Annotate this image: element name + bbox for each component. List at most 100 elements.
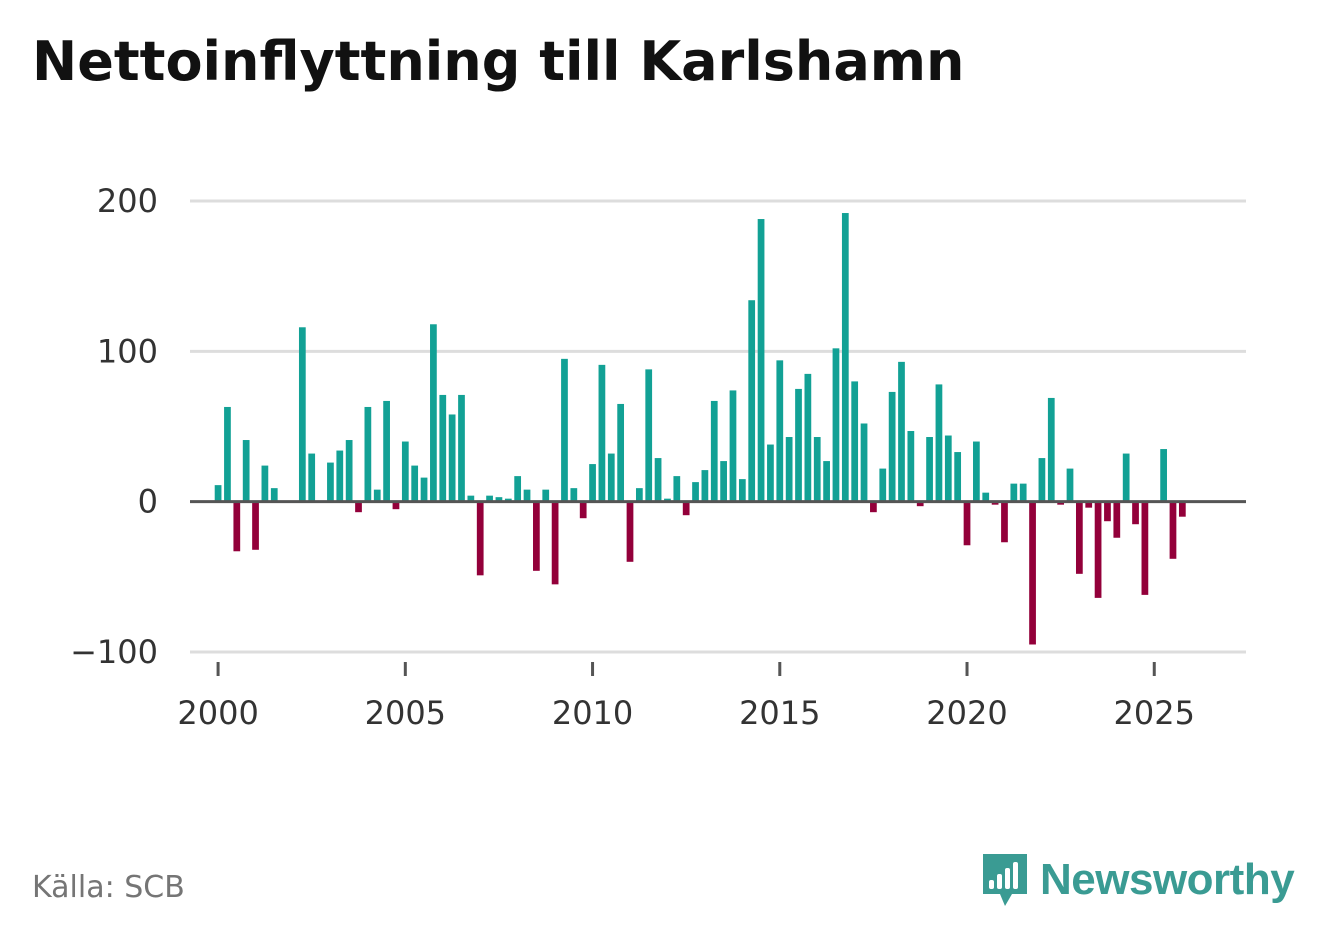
bar: [570, 488, 578, 502]
bar: [720, 461, 727, 502]
bar: [1178, 501, 1186, 517]
bar: [823, 461, 830, 502]
logo-text: Newsworthy: [1040, 855, 1295, 904]
x-tick-label: 2020: [926, 694, 1007, 732]
y-tick-label: 100: [97, 332, 158, 370]
bar: [579, 501, 587, 519]
bar: [355, 501, 362, 513]
bar: [1075, 501, 1083, 574]
bar: [439, 394, 447, 502]
bar: [907, 431, 915, 502]
bar: [1169, 501, 1177, 559]
bar: [748, 300, 756, 502]
bar: [973, 441, 980, 502]
bar: [1029, 501, 1036, 645]
bar: [710, 400, 718, 502]
bar: [1001, 501, 1008, 543]
bar: [1038, 458, 1046, 502]
bar: [841, 213, 849, 502]
bar: [533, 501, 540, 571]
bar: [767, 444, 774, 502]
bars: [214, 213, 1186, 645]
bar: [673, 476, 681, 502]
x-tick-label: 2005: [365, 694, 446, 732]
bar: [982, 492, 990, 502]
bar: [561, 358, 568, 502]
bar: [729, 390, 737, 502]
bar: [1104, 501, 1111, 522]
bar: [626, 501, 634, 562]
bar: [214, 485, 222, 502]
bar: [785, 437, 793, 502]
bar: [448, 414, 456, 502]
bar: [261, 465, 269, 502]
bar: [804, 373, 812, 502]
bar: [336, 450, 344, 502]
bar: [935, 384, 943, 502]
x-tick-label: 2025: [1114, 694, 1195, 732]
bar: [757, 219, 765, 502]
gridlines: [190, 199, 1246, 654]
bar: [486, 495, 493, 502]
bar: [682, 501, 690, 516]
bar: [701, 470, 709, 502]
chart-title: Nettoinflyttning till Karlshamn: [32, 30, 965, 93]
bar: [308, 453, 316, 502]
bar: [514, 476, 522, 502]
bar: [224, 406, 231, 502]
bar: [898, 361, 905, 502]
bar: [954, 452, 962, 502]
bar: [1010, 483, 1018, 502]
bar: [1160, 449, 1167, 502]
bar: [1141, 501, 1149, 595]
bar: [1113, 501, 1121, 538]
bar: [270, 488, 278, 502]
bar: [738, 479, 746, 502]
bar: [1057, 501, 1065, 505]
bar: [1122, 453, 1130, 502]
bar: [523, 489, 531, 502]
newsworthy-bar-chart-icon: [983, 854, 1027, 906]
bar: [888, 391, 896, 502]
x-tick-label: 2015: [739, 694, 820, 732]
bar: [635, 488, 643, 502]
bar: [467, 495, 475, 502]
bar: [991, 501, 999, 505]
bar: [645, 369, 653, 502]
bar: [458, 394, 465, 502]
bar: [1094, 501, 1102, 598]
bar: [345, 440, 353, 502]
bar: [504, 498, 512, 502]
bar: [1066, 468, 1074, 502]
axes: −100 0 100 200 2000 2005 2010 2015 2020 2025: [70, 182, 1246, 732]
bar: [298, 327, 306, 502]
bar: [617, 403, 625, 502]
bar: [476, 501, 484, 576]
newsworthy-logo: Newsworthy: [980, 850, 1295, 910]
bar: [692, 482, 699, 502]
bar: [851, 381, 859, 502]
bar: [664, 498, 671, 502]
bar: [1085, 501, 1093, 508]
bar: [832, 348, 840, 502]
bar: [813, 437, 821, 502]
bar: [598, 364, 606, 502]
bar: [392, 501, 400, 510]
bar: [373, 489, 381, 502]
bar: [589, 464, 596, 502]
bar: [1047, 397, 1055, 502]
bar: [963, 501, 971, 546]
bar: [495, 497, 503, 502]
bar: [870, 501, 877, 513]
y-tick-label: 200: [97, 182, 158, 220]
bar: [916, 501, 924, 507]
bar: [654, 458, 662, 502]
source-note: Källa: SCB: [32, 870, 185, 905]
bar: [860, 423, 868, 502]
bar: [383, 400, 390, 502]
bar: [233, 501, 241, 552]
y-tick-label: 0: [138, 483, 158, 521]
bar: [242, 440, 250, 502]
bar: [1132, 501, 1139, 525]
